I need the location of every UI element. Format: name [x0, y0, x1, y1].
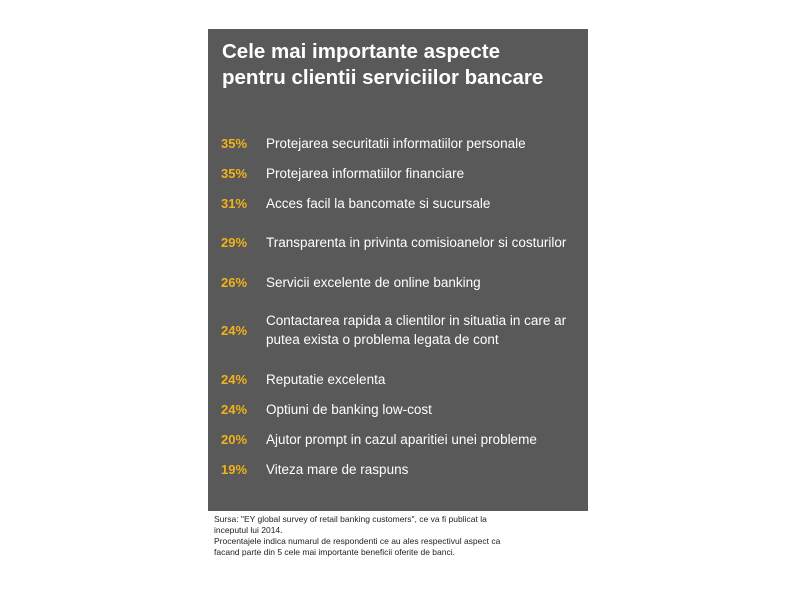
percent-value: 31% — [221, 195, 248, 211]
percent-value: 29% — [221, 234, 248, 250]
percent-value: 35% — [221, 135, 248, 151]
percent-value: 19% — [221, 461, 248, 477]
aspect-label: Optiuni de banking low-cost — [266, 401, 432, 417]
footnote-source: Sursa: "EY global survey of retail banki… — [214, 514, 487, 535]
list-item: 29% Transparenta in privinta comisioanelo… — [208, 222, 588, 262]
aspect-label: Ajutor prompt in cazul aparitiei unei pr… — [266, 431, 537, 447]
aspect-label: Viteza mare de raspuns — [266, 461, 409, 477]
percent-value: 35% — [221, 165, 248, 181]
aspect-label: Reputatie excelenta — [266, 371, 386, 387]
list-item: 26% Servicii excelente de online banking — [208, 272, 588, 292]
percent-value: 20% — [221, 431, 248, 447]
aspect-label: Servicii excelente de online banking — [266, 274, 481, 290]
percent-value: 26% — [221, 274, 248, 290]
list-item: 35% Protejarea securitatii informatiilor … — [208, 133, 588, 153]
list-item: 24% Contactarea rapida a clientilor in si… — [208, 301, 588, 359]
chart-panel: Cele mai importante aspecte pentru clien… — [208, 29, 588, 511]
footnote-note: Procentajele indica numarul de responden… — [214, 536, 501, 557]
aspect-label: Contactarea rapida a clientilor in situa… — [266, 313, 567, 347]
list-item: 24% Reputatie excelenta — [208, 369, 588, 389]
list-item: 19% Viteza mare de raspuns — [208, 459, 588, 479]
aspect-label: Transparenta in privinta comisioanelor s… — [266, 234, 567, 250]
list-item: 24% Optiuni de banking low-cost — [208, 399, 588, 419]
percent-value: 24% — [221, 401, 248, 417]
aspect-label: Protejarea informatiilor financiare — [266, 165, 465, 181]
aspect-label: Protejarea securitatii informatiilor per… — [266, 135, 526, 151]
list-item: 31% Acces facil la bancomate si sucursale — [208, 193, 588, 213]
percent-value: 24% — [221, 322, 248, 338]
list-item: 35% Protejarea informatiilor financiare — [208, 163, 588, 183]
aspect-label: Acces facil la bancomate si sucursale — [266, 195, 491, 211]
ranking-list: 35% Protejarea securitatii informatiilor … — [208, 29, 588, 511]
list-item: 20% Ajutor prompt in cazul aparitiei unei… — [208, 429, 588, 449]
footnote: Sursa: "EY global survey of retail banki… — [214, 514, 574, 558]
percent-value: 24% — [221, 371, 248, 387]
chart-title: Cele mai importante aspecte pentru clien… — [222, 40, 544, 89]
